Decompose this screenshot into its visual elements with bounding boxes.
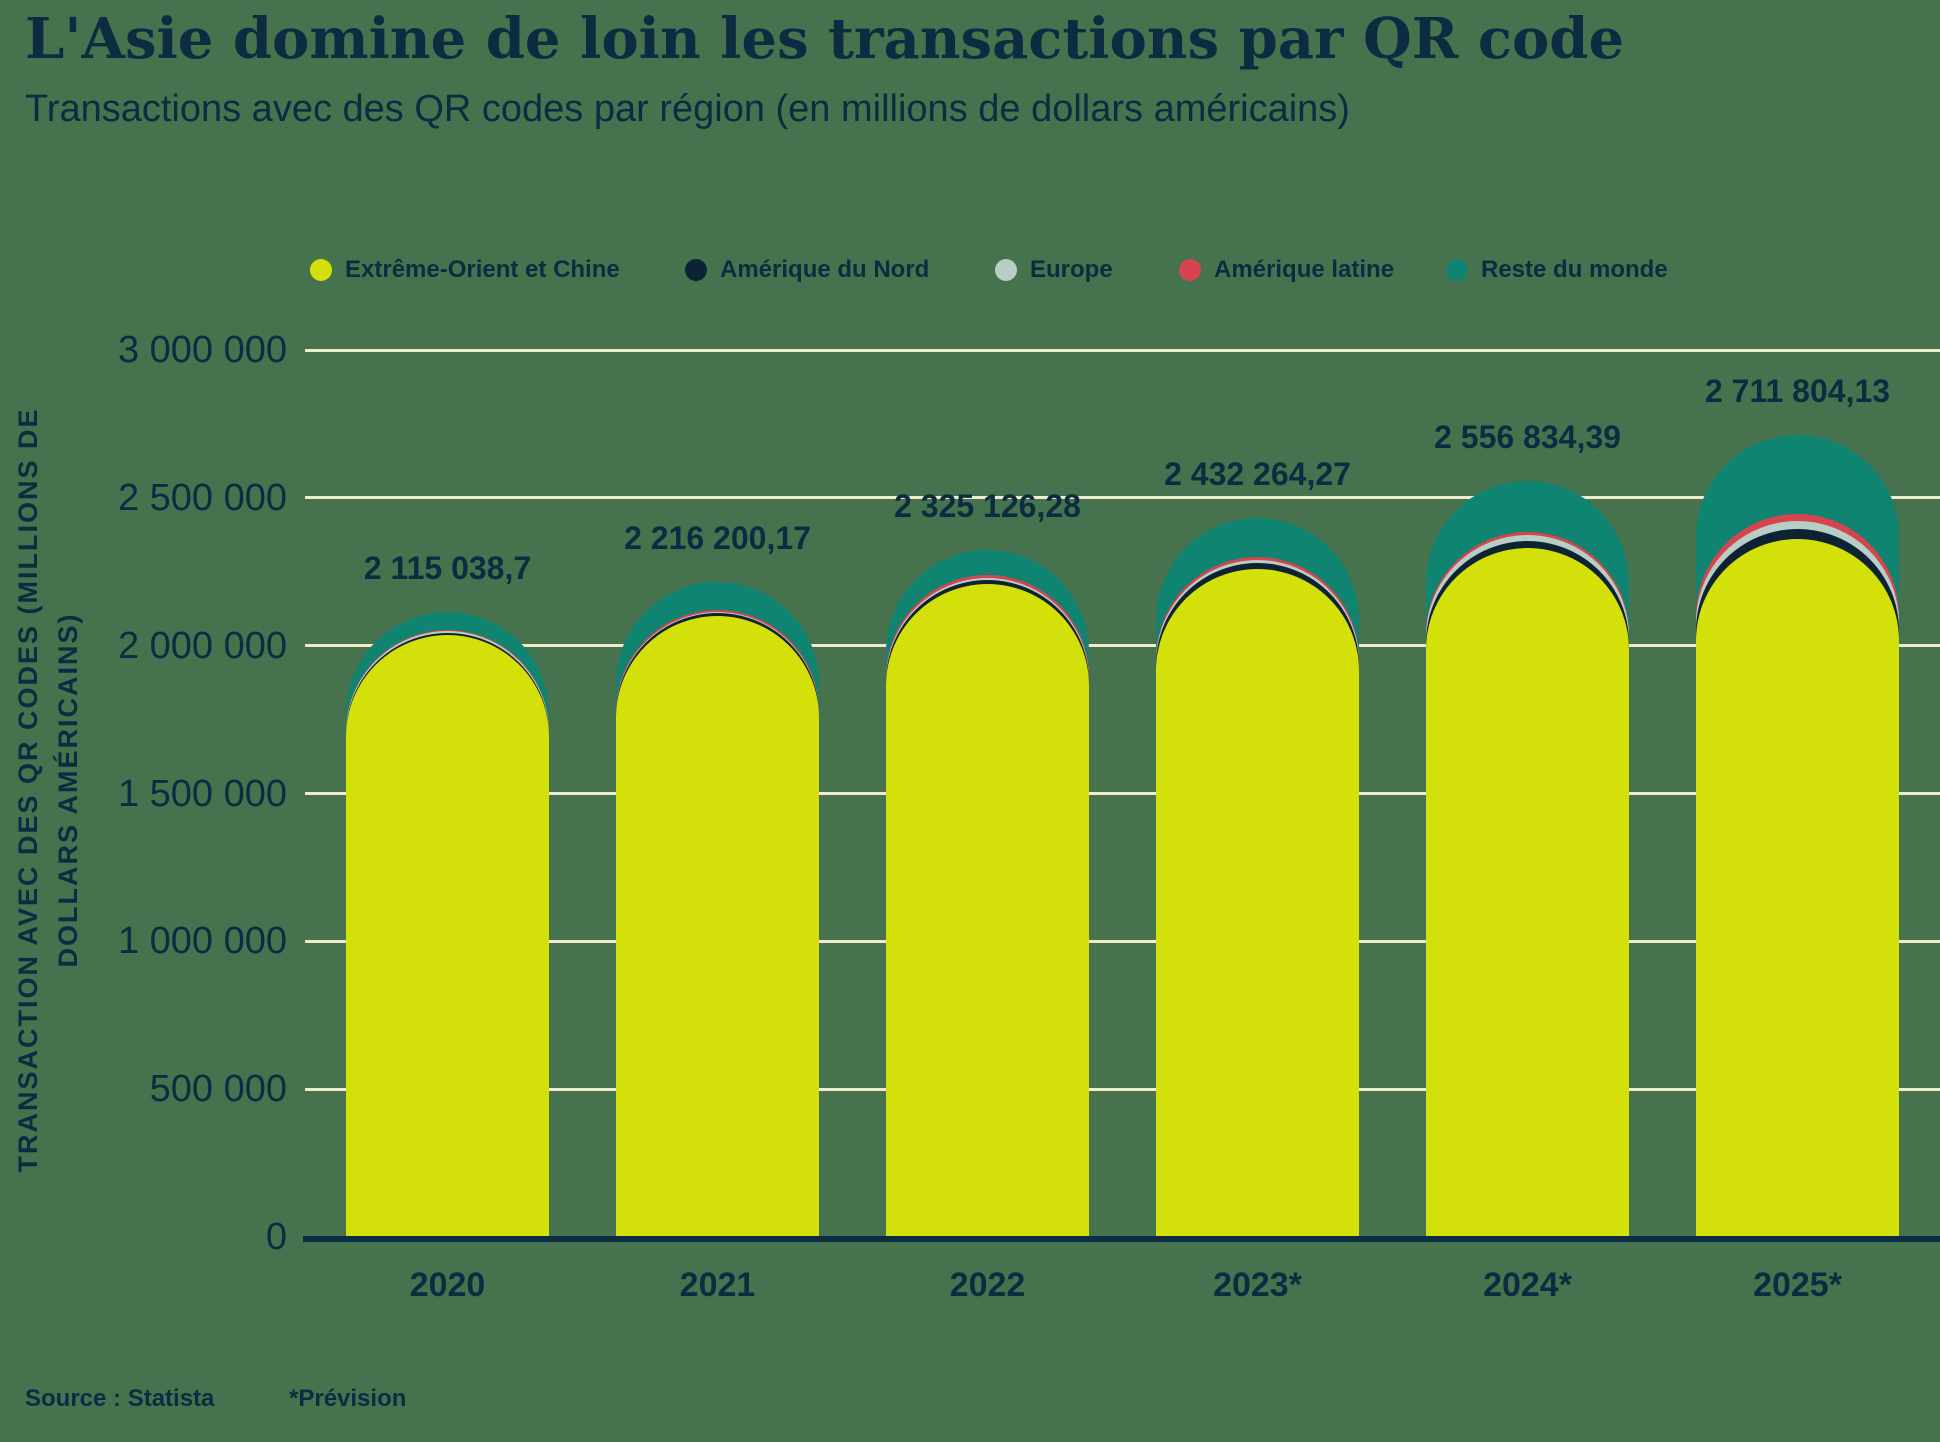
x-tick-label: 2020 (409, 1266, 486, 1304)
bar-segment-extr-me-orient-et-chine (346, 635, 549, 1237)
bar-total-label: 2 556 834,39 (1434, 419, 1621, 456)
legend-item-label: Reste du monde (1481, 256, 1668, 283)
gridline (305, 1087, 1940, 1091)
bar-segment-extr-me-orient-et-chine (1426, 548, 1629, 1237)
legend-item: Amérique du Nord (685, 256, 929, 284)
y-tick-label: 0 (265, 1216, 287, 1258)
legend-item: Europe (995, 256, 1113, 284)
legend-dot-icon (1179, 259, 1201, 281)
bar-total-label: 2 432 264,27 (1164, 455, 1351, 492)
x-tick-label: 2024* (1483, 1266, 1572, 1304)
legend-dot-icon (995, 259, 1017, 281)
bar-total-label: 2 325 126,28 (894, 487, 1081, 524)
bar-segment-extr-me-orient-et-chine (616, 616, 819, 1237)
gridline (305, 496, 1940, 500)
legend-item: Reste du monde (1446, 256, 1668, 284)
bar-segment-extr-me-orient-et-chine (1156, 568, 1359, 1237)
y-tick-label: 2 000 000 (117, 624, 287, 667)
x-axis-line (303, 1236, 1940, 1242)
gridline (305, 792, 1940, 795)
chart-subtitle: Transactions avec des QR codes par régio… (25, 88, 1350, 130)
x-tick-label: 2022 (949, 1266, 1026, 1304)
y-tick-label: 1 000 000 (117, 920, 287, 963)
bar-total-label: 2 711 804,13 (1704, 373, 1891, 410)
forecast-note: *Prévision (289, 1385, 407, 1412)
legend-item-label: Amérique du Nord (720, 256, 930, 283)
legend-item: Amérique latine (1179, 256, 1394, 284)
legend-item-label: Extrême-Orient et Chine (345, 256, 620, 283)
legend-dot-icon (1446, 259, 1468, 281)
x-tick-label: 2023* (1213, 1266, 1302, 1304)
source-note: Source : Statista (25, 1385, 215, 1412)
y-tick-label: 3 000 000 (117, 329, 287, 371)
legend-dot-icon (310, 259, 332, 281)
gridline (305, 348, 1940, 352)
chart-title: L'Asie domine de loin les transactions p… (25, 6, 1625, 72)
x-tick-label: 2021 (679, 1266, 756, 1304)
bar-total-label: 2 216 200,17 (624, 519, 811, 556)
bar-segment-extr-me-orient-et-chine (886, 583, 1089, 1237)
x-tick-label: 2025* (1753, 1266, 1842, 1304)
bar-total-label: 2 115 038,7 (363, 549, 532, 586)
gridline (305, 644, 1940, 648)
bar-segment-extr-me-orient-et-chine (1696, 539, 1899, 1237)
legend-item-label: Amérique latine (1214, 256, 1395, 283)
gridline (305, 939, 1940, 943)
y-tick-label: 2 500 000 (117, 476, 287, 519)
y-tick-label: 1 500 000 (117, 772, 287, 815)
legend-item: Extrême-Orient et Chine (310, 256, 620, 284)
legend-item-label: Europe (1030, 256, 1113, 283)
y-tick-label: 500 000 (149, 1068, 287, 1111)
legend-dot-icon (685, 259, 707, 281)
